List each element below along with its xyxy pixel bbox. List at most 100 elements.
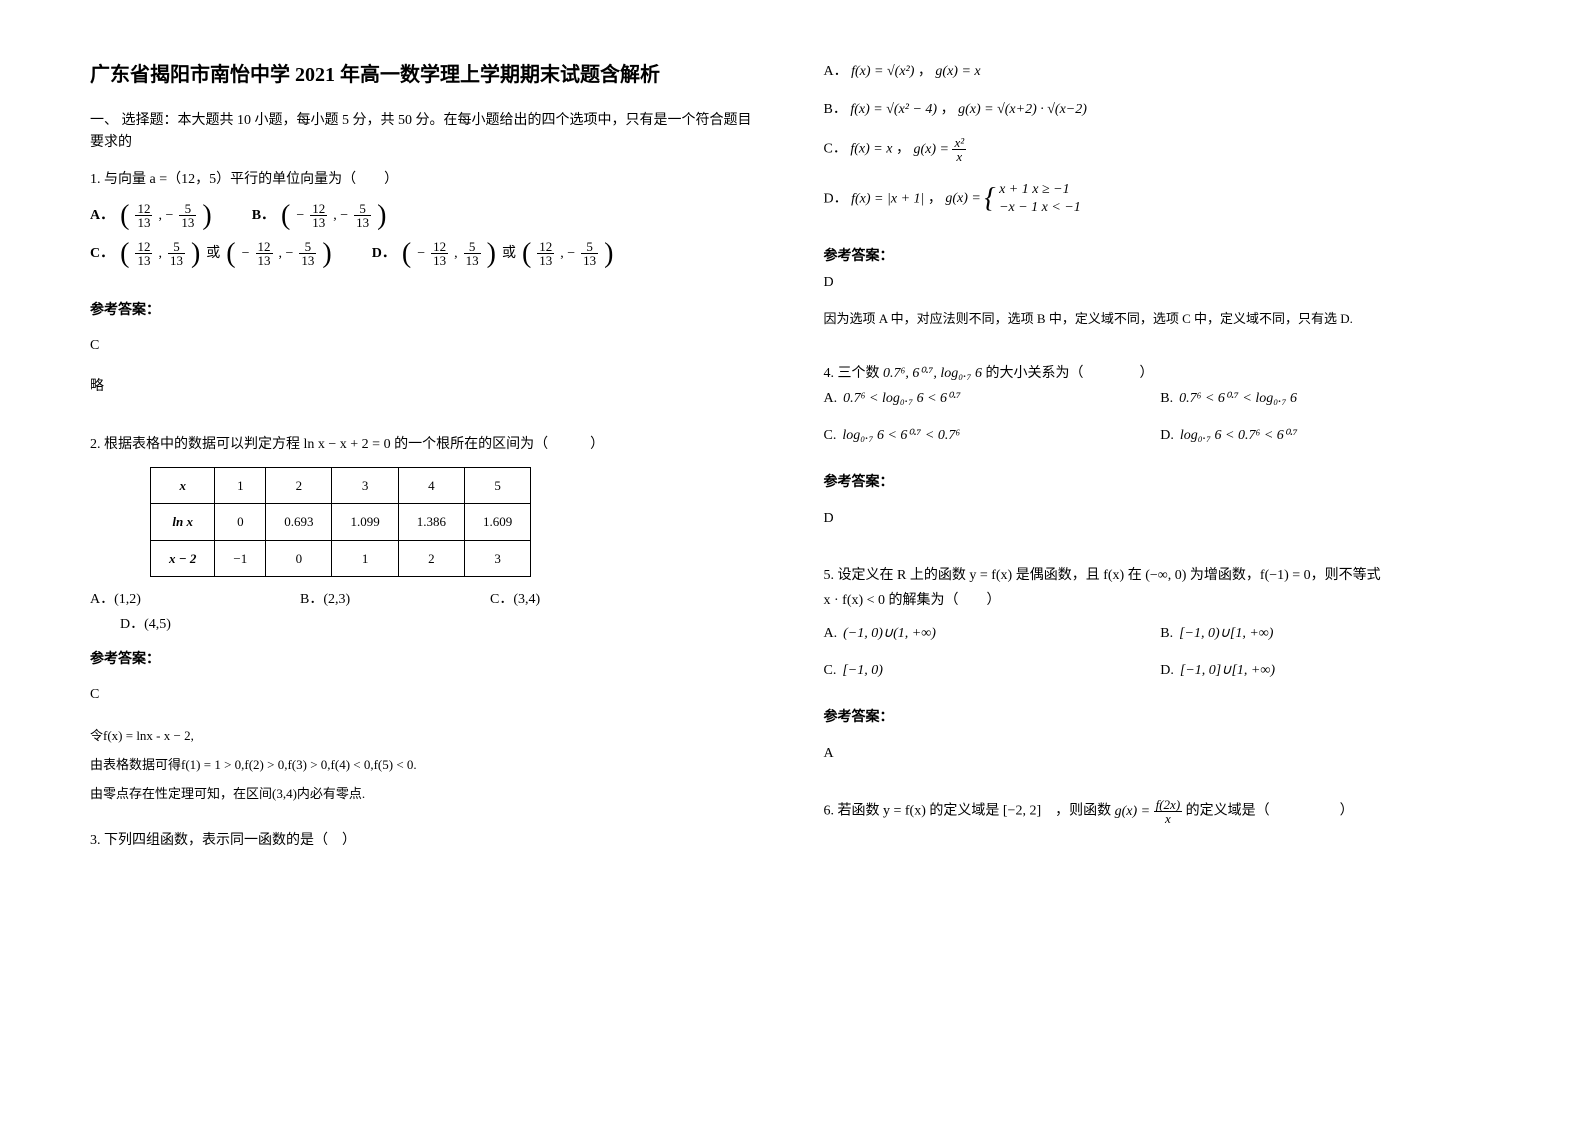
q6-g: g(x) = f(2x) x [1115, 804, 1186, 819]
q1-or1: 或 [206, 241, 220, 266]
q2-option-a: A．(1,2) [90, 587, 170, 612]
comma: , − [560, 241, 575, 266]
question-2: 2. 根据表格中的数据可以判定方程 ln x − x + 2 = 0 的一个根所… [90, 432, 764, 812]
q3-optA-f-text: f(x) = √(x²) [851, 64, 914, 79]
q1-b-frac1: 1213 [310, 202, 327, 229]
paren-left-icon: ( [120, 202, 129, 230]
q1-option-c: C． ( 1213 , 513 ) 或 ( − 1213 , − 513 ) [90, 240, 332, 268]
q3-optD-g-prefix: g(x) = [945, 191, 984, 206]
q1-optA-label: A． [90, 203, 114, 228]
table-cell: ln x [151, 504, 215, 540]
comma: , − [158, 203, 173, 228]
table-cell: x [151, 467, 215, 503]
table-cell: 1 [215, 467, 266, 503]
q1-optB-label: B． [252, 203, 275, 228]
q5-optD-text: [−1, 0]∪[1, +∞) [1180, 658, 1275, 683]
q4-optB-text: 0.7⁶ < 6⁰·⁷ < log₀.₇ 6 [1179, 386, 1297, 411]
table-cell: 2 [398, 540, 464, 576]
q4-stem-prefix: 4. 三个数 [824, 366, 880, 381]
q5-optD-label: D. [1160, 658, 1174, 683]
question-1: 1. 与向量 a =（12，5）平行的单位向量为（ ） A． ( 1213 , … [90, 167, 764, 416]
q1-a-frac2: 513 [179, 202, 196, 229]
question-3-stem: 3. 下列四组函数，表示同一函数的是（ ） [90, 828, 764, 853]
table-cell: 2 [266, 467, 332, 503]
table-cell: x − 2 [151, 540, 215, 576]
q3-answer: D [824, 275, 1498, 291]
table-cell: 1.099 [332, 504, 398, 540]
table-cell: 1.386 [398, 504, 464, 540]
q2-option-b: B．(2,3) [300, 587, 380, 612]
q3-optB-g: g(x) = √(x+2) · √(x−2) [958, 102, 1087, 117]
q2-exp1: 令f(x) = lnx - x − 2, [90, 724, 764, 747]
q5-answer: A [824, 741, 1498, 766]
paren-right-icon: ) [191, 240, 200, 268]
q3-option-d: D． f(x) = |x + 1| ， g(x) = { x + 1 x ≥ −… [824, 181, 1498, 217]
q4-option-a: A. 0.7⁶ < log₀.₇ 6 < 6⁰·⁷ [824, 386, 1161, 411]
q1-d-frac4: 513 [581, 240, 598, 267]
paren-right-icon: ) [202, 202, 211, 230]
table-cell: 1.609 [464, 504, 530, 540]
left-column: 广东省揭阳市南怡中学 2021 年高一数学理上学期期末试题含解析 一、 选择题：… [90, 60, 764, 1062]
q6-stem-g: g(x) = [1115, 804, 1154, 819]
q4-option-d: D. log₀.₇ 6 < 0.7⁶ < 6⁰·⁷ [1160, 423, 1497, 448]
sep: ， [918, 64, 936, 79]
paren-left-icon: ( [281, 202, 290, 230]
sep: ， [896, 142, 914, 157]
q5-option-b: B. [−1, 0)∪[1, +∞) [1160, 621, 1497, 646]
q1-optD-label: D． [372, 241, 396, 266]
sep: ， [928, 191, 946, 206]
q6-frac-num: f(2x) [1154, 798, 1183, 812]
table-cell: 0 [215, 504, 266, 540]
q4-answer-label: 参考答案： [824, 470, 1498, 495]
q5-optB-label: B. [1160, 621, 1173, 646]
q2-exp3: 由零点存在性定理可知，在区间(3,4)内必有零点. [90, 782, 764, 805]
q2-exp2: 由表格数据可得f(1) = 1 > 0,f(2) > 0,f(3) > 0,f(… [90, 753, 764, 776]
q6-stem-prefix: 6. 若函数 y = f(x) 的定义域是 [−2, 2] ，则函数 [824, 804, 1112, 819]
q3-option-b: B． f(x) = √(x² − 4) ， g(x) = √(x+2) · √(… [824, 98, 1498, 118]
table-cell: 5 [464, 467, 530, 503]
q1-stem-text: 1. 与向量 a =（12，5）平行的单位向量为（ ） [90, 172, 398, 187]
q3-answer-label: 参考答案： [824, 245, 1498, 265]
q3-c-frac: x²x [952, 136, 966, 163]
q5-optC-text: [−1, 0) [842, 658, 883, 683]
q1-explanation: 略 [90, 374, 764, 399]
brace-icon: { [984, 183, 995, 214]
paren-left-icon: ( [402, 240, 411, 268]
q4-stem-nums: 0.7⁶, 6⁰·⁷, log₀.₇ 6 [883, 366, 982, 381]
q1-d-frac3: 1213 [537, 240, 554, 267]
q1-answer: C [90, 333, 764, 358]
q6-frac: f(2x) x [1154, 798, 1183, 825]
q3-option-a: A． f(x) = √(x²) ， g(x) = x [824, 60, 1498, 80]
q5-option-a: A. (−1, 0)∪(1, +∞) [824, 621, 1161, 646]
q1-optC-label: C． [90, 241, 114, 266]
q1-option-b: B． ( − 1213 , − 513 ) [252, 202, 387, 230]
q5-option-c: C. [−1, 0) [824, 658, 1161, 683]
q2-option-c: C．(3,4) [490, 587, 570, 612]
q1-answer-label: 参考答案： [90, 298, 764, 323]
q1-a-frac1: 1213 [135, 202, 152, 229]
q1-option-a: A． ( 1213 , − 513 ) [90, 202, 212, 230]
question-5: 5. 设定义在 R 上的函数 y = f(x) 是偶函数，且 f(x) 在 (−… [824, 563, 1498, 782]
table-row: ln x 0 0.693 1.099 1.386 1.609 [151, 504, 531, 540]
page-title: 广东省揭阳市南怡中学 2021 年高一数学理上学期期末试题含解析 [90, 60, 764, 90]
q5-option-d: D. [−1, 0]∪[1, +∞) [1160, 658, 1497, 683]
q3-explanation: 因为选项 A 中，对应法则不同，选项 B 中，定义域不同，选项 C 中，定义域不… [824, 307, 1498, 330]
comma: , [158, 241, 162, 266]
q4-option-c: C. log₀.₇ 6 < 6⁰·⁷ < 0.7⁶ [824, 423, 1161, 448]
q2-option-d: D．(4,5) [120, 612, 764, 637]
q2-answer: C [90, 682, 764, 707]
q4-optD-text: log₀.₇ 6 < 0.7⁶ < 6⁰·⁷ [1180, 423, 1298, 448]
q1-option-d: D． ( − 1213 , 513 ) 或 ( 1213 , − 513 ) [372, 240, 614, 268]
q3-optA-label: A． [824, 64, 848, 79]
q6-frac-den: x [1154, 812, 1183, 825]
q1-stem: 1. 与向量 a =（12，5）平行的单位向量为（ ） [90, 167, 764, 192]
q5-optA-label: A. [824, 621, 838, 646]
q5-optA-text: (−1, 0)∪(1, +∞) [843, 621, 936, 646]
table-row: x 1 2 3 4 5 [151, 467, 531, 503]
q3-option-c: C． f(x) = x ， g(x) = x²x [824, 136, 1498, 163]
q3-optC-f: f(x) = x [850, 142, 892, 157]
q3-optC-g-prefix: g(x) = [913, 142, 952, 157]
q4-stem-suffix: 的大小关系为（ ） [985, 366, 1153, 381]
q2-answer-label: 参考答案： [90, 647, 764, 672]
q2-stem: 2. 根据表格中的数据可以判定方程 ln x − x + 2 = 0 的一个根所… [90, 432, 764, 457]
